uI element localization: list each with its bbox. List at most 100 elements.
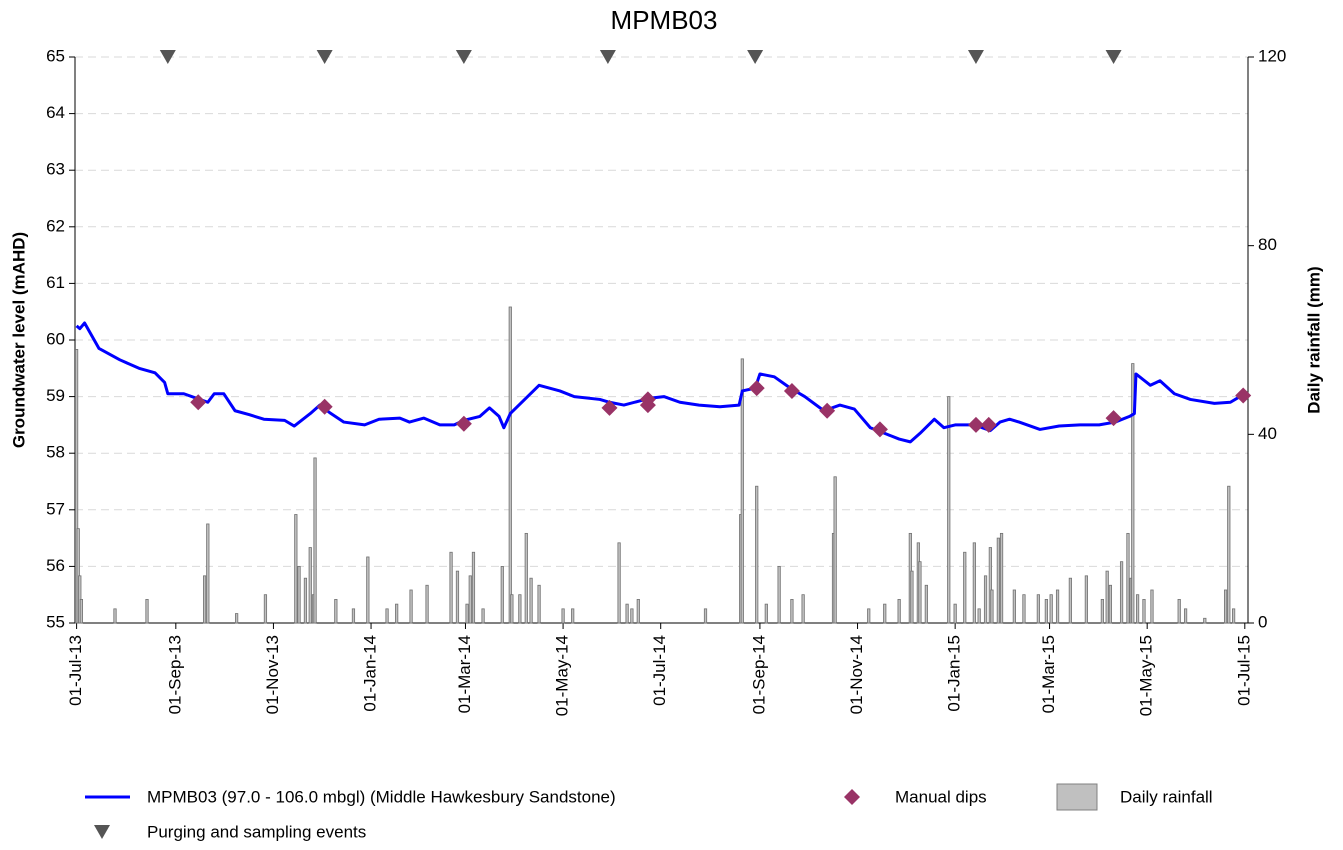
x-tick-label: 01-Sep-14: [749, 635, 768, 714]
y-tick-label: 55: [46, 612, 65, 631]
rain-bar: [294, 514, 298, 624]
rain-bar: [297, 566, 301, 624]
x-tick-label: 01-Nov-14: [847, 635, 866, 714]
rain-bar: [1055, 589, 1060, 624]
rain-bar: [740, 358, 744, 624]
rain-bar: [79, 599, 84, 624]
triangle-marker: [967, 50, 984, 64]
diamond-marker: [639, 397, 656, 414]
x-tick-label: 01-Jan-14: [361, 635, 380, 712]
rain-bar: [1203, 617, 1207, 624]
rain-bar: [996, 537, 1000, 624]
rain-bar: [963, 551, 967, 624]
rain-bar: [1068, 577, 1072, 624]
rain-bar: [764, 603, 768, 624]
y-axis-label: Groundwater level (mAHD): [9, 232, 28, 448]
rain-bar: [1131, 363, 1135, 624]
y-tick-label: 58: [46, 443, 65, 462]
diamond-marker: [980, 416, 997, 433]
rain-bar: [313, 457, 317, 624]
y-tick-label: 57: [46, 499, 65, 518]
rain-bar: [972, 542, 976, 624]
rain-bar: [947, 396, 951, 624]
rain-bar: [571, 608, 575, 624]
diamond-marker: [844, 789, 860, 805]
rain-bar: [500, 566, 504, 624]
legend-label: MPMB03 (97.0 - 106.0 mbgl) (Middle Hawke…: [147, 787, 616, 806]
x-tick-label: 01-Sep-13: [165, 635, 184, 714]
triangle-marker: [599, 50, 616, 64]
rain-bar: [1022, 594, 1026, 624]
x-tick-label: 01-Mar-15: [1039, 635, 1058, 713]
rain-bar: [977, 608, 981, 624]
rain-bar: [790, 599, 794, 624]
y2-tick-label: 40: [1258, 424, 1277, 443]
diamond-marker: [1105, 410, 1122, 427]
rain-bar: [471, 551, 476, 624]
diamond-marker: [316, 398, 333, 415]
rain-bar: [1119, 561, 1124, 624]
chart-title: MPMB03: [611, 5, 718, 35]
rain-bar: [303, 577, 308, 624]
triangle-marker: [455, 50, 472, 64]
triangle-marker: [316, 50, 333, 64]
y-tick-label: 56: [46, 556, 65, 575]
rain-bar: [777, 566, 781, 624]
rain-bar: [518, 594, 522, 624]
x-tick-label: 01-Jul-15: [1234, 635, 1253, 706]
rain-bar: [385, 608, 389, 624]
y2-axis-label: Daily rainfall (mm): [1304, 266, 1323, 413]
rain-bar: [263, 594, 268, 624]
rain-bar: [409, 589, 413, 624]
x-tick-label: 01-May-14: [553, 635, 572, 716]
diamond-marker: [783, 382, 800, 399]
x-tick-label: 01-Nov-13: [263, 635, 282, 714]
legend-label: Purging and sampling events: [147, 822, 366, 841]
diamond-marker: [455, 415, 472, 432]
y2-tick-label: 80: [1258, 235, 1277, 254]
diamond-marker: [967, 416, 984, 433]
rain-bar: [395, 603, 399, 624]
rain-bar: [529, 577, 533, 624]
rain-bar: [988, 547, 992, 624]
y-tick-label: 62: [46, 216, 65, 235]
y-tick-label: 59: [46, 386, 65, 405]
rain-bar: [1036, 594, 1040, 624]
rain-bar: [203, 575, 207, 624]
rain-bar: [366, 556, 370, 624]
rain-bar: [1227, 485, 1231, 624]
rain-bar: [636, 599, 640, 624]
rain-bar: [1177, 599, 1181, 624]
rain-bar: [625, 603, 629, 624]
rain-bar: [145, 599, 149, 624]
rain-bar: [524, 532, 528, 624]
rain-bar: [455, 570, 460, 624]
triangle-marker: [1105, 50, 1122, 64]
x-tick-label: 01-May-15: [1137, 635, 1156, 716]
x-tick-label: 01-Jan-15: [945, 635, 964, 712]
rain-bar: [1142, 599, 1146, 624]
rain-bar: [999, 532, 1004, 624]
diamond-marker: [1235, 387, 1252, 404]
x-tick-label: 01-Jul-13: [66, 635, 85, 706]
rain-bar: [1135, 594, 1140, 624]
rain-bar: [1223, 589, 1228, 624]
y-tick-label: 63: [46, 160, 65, 179]
y2-tick-label: 120: [1258, 46, 1286, 65]
level-line: [75, 321, 1245, 444]
legend-label: Daily rainfall: [1120, 787, 1213, 806]
rain-bar: [1108, 584, 1112, 624]
rain-bar: [351, 608, 356, 624]
rain-bar: [617, 542, 621, 624]
rain-bar: [1084, 575, 1088, 624]
legend-label: Manual dips: [895, 787, 987, 806]
rain-bar: [755, 485, 759, 624]
rain-bar: [867, 608, 871, 624]
rain-bar: [537, 584, 541, 624]
rain-bar: [449, 551, 453, 624]
rain-bar: [924, 584, 928, 624]
rain-bar: [983, 575, 988, 624]
rain-bar: [630, 608, 634, 624]
rain-bar: [953, 603, 957, 624]
diamond-marker: [819, 402, 836, 419]
